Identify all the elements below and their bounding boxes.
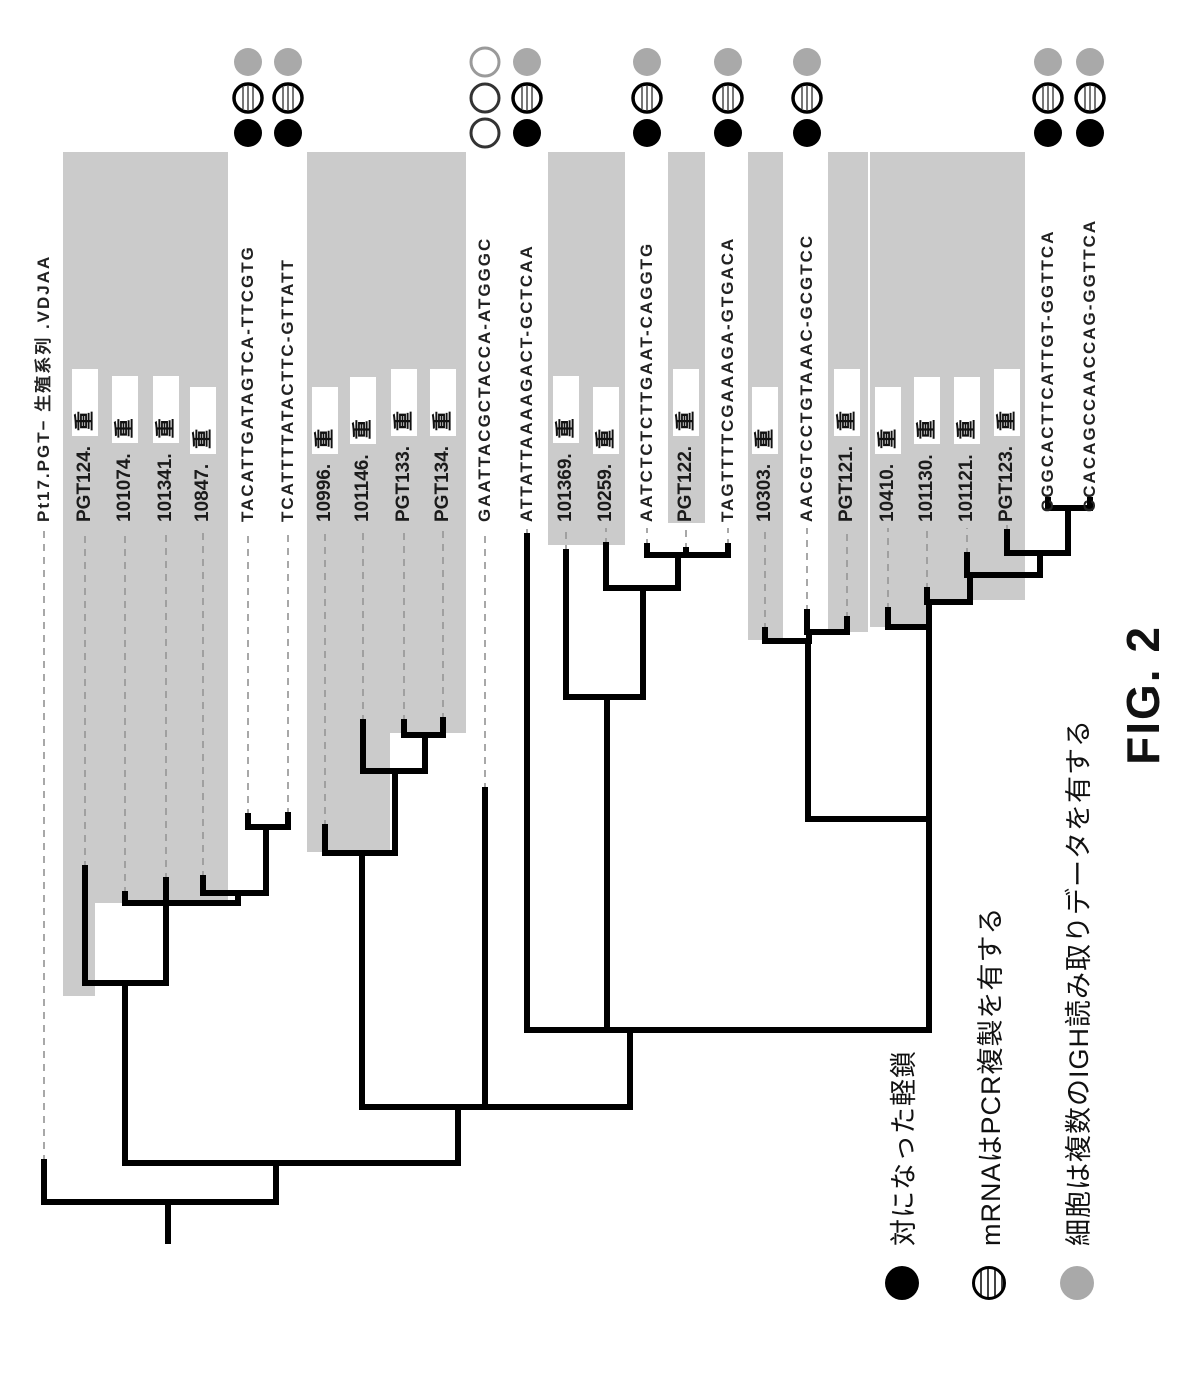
multiple-igh-dot <box>513 48 541 76</box>
leaf-101130: 101130.重 <box>913 377 941 522</box>
paired-light-chain-dot <box>714 119 742 147</box>
leaf-pgt122: PGT122.重 <box>672 368 700 522</box>
paired-light-chain-dot <box>274 119 302 147</box>
clade-bands <box>63 152 1025 996</box>
leaf-seq-aatctc: AATCTCTCTTGAAT-CAGGTG <box>637 241 656 522</box>
dots-cggcac <box>1032 48 1064 147</box>
leaf-seq-cggcac: CGGCACTTCATTGT-GGTTCA <box>1038 229 1057 512</box>
paired-light-chain-dot <box>1076 119 1104 147</box>
multiple-igh-dot <box>274 48 302 76</box>
gray-filled-dot-icon <box>1059 1266 1094 1300</box>
legend-item-pcr-replicate: mRNAはPCR複製を有する <box>969 906 1008 1300</box>
dots-attatt <box>511 48 543 147</box>
legend-item-multiple-igh-reads: 細胞は複数のIGH読み取りデータを有する <box>1057 719 1096 1300</box>
figure-caption: FIG. 2 <box>1117 625 1169 765</box>
multiple-igh-dot <box>234 48 262 76</box>
leaf-seq-aacgtc: AACGTCCTGTAAAC-GCGTCC <box>797 233 816 522</box>
leaf-pgt133: PGT133.重 <box>390 368 418 522</box>
band-10996-ext <box>307 152 390 852</box>
legend-label: mRNAはPCR複製を有する <box>976 906 1006 1246</box>
leaf-seq-ccacag: CCACAGCCAACCAG-GGTTCA <box>1080 218 1099 512</box>
heavy-chain-tag: 重 <box>111 376 138 444</box>
multiple-igh-dot-open <box>469 46 501 78</box>
leaf-pgt134: PGT134.重 <box>429 368 457 522</box>
leaf-10259: 10259.重 <box>592 386 620 522</box>
legend-label: 細胞は複数のIGH読み取りデータを有する <box>1064 718 1094 1246</box>
leaf-101146: 101146.重 <box>349 377 377 522</box>
paired-light-chain-dot <box>1034 119 1062 147</box>
legend-label: 対になった軽鎖 <box>889 1050 919 1246</box>
leaf-101341: 101341.重 <box>152 376 180 522</box>
multiple-igh-dot <box>1076 48 1104 76</box>
band-pgt124-clade <box>63 152 228 903</box>
dots-tacatt <box>232 48 264 147</box>
legend-item-paired-light-chain: 対になった軽鎖 <box>882 1050 921 1300</box>
leaf-10847: 10847.重 <box>189 386 217 522</box>
heavy-chain-tag: 重 <box>874 386 901 454</box>
band-pgt124-ext <box>63 152 95 996</box>
status-dot-matrix <box>232 46 1106 149</box>
heavy-chain-tag: 重 <box>913 377 940 445</box>
heavy-chain-tag: 重 <box>390 368 417 436</box>
heavy-chain-tag: 重 <box>429 368 456 436</box>
multiple-igh-dot <box>793 48 821 76</box>
leaf-pgt124: PGT124.重 <box>71 368 99 522</box>
leaf-seq-tagttt: TAGTTTTCGAAAGA-GTGACA <box>718 236 737 522</box>
paired-light-chain-dot <box>633 119 661 147</box>
leaf-10303: 10303.重 <box>751 386 779 522</box>
heavy-chain-tag: 重 <box>552 376 579 444</box>
heavy-chain-tag: 重 <box>833 368 860 436</box>
multiple-igh-dot <box>1034 48 1062 76</box>
leaf-pgt123: PGT123.重 <box>993 368 1021 522</box>
dots-aatctc <box>631 48 663 147</box>
dots-aacgtc <box>791 48 823 147</box>
heavy-chain-tag: 重 <box>71 368 98 436</box>
leaf-seq-tacatt: TACATTGATAGTCA-TTCGTG <box>238 245 257 522</box>
leaf-101369: 101369.重 <box>552 376 580 522</box>
multiple-igh-dot <box>714 48 742 76</box>
heavy-chain-tag: 重 <box>152 376 179 444</box>
leaf-seq-attatt: ATTATTAAAAGACT-GCTCAA <box>517 244 536 522</box>
leaf-seq-gaatta: GAATTACGCTACCA-ATGGGC <box>475 236 494 522</box>
heavy-chain-tag: 重 <box>672 368 699 436</box>
heavy-chain-tag: 重 <box>993 368 1020 436</box>
leaf-101121: 101121.重 <box>953 377 981 522</box>
heavy-chain-tag: 重 <box>953 377 980 445</box>
paired-light-chain-dot-open <box>469 117 501 149</box>
paired-light-chain-dot <box>793 119 821 147</box>
dots-tagttt <box>712 48 744 147</box>
paired-light-chain-dot <box>513 119 541 147</box>
leaf-germline: Pt17.PGT− 生殖系列 .VDJAA <box>34 254 53 522</box>
leaf-10410: 10410.重 <box>874 386 902 522</box>
leaf-pgt121: PGT121.重 <box>833 368 861 522</box>
dots-gaatta-open <box>469 46 501 149</box>
heavy-chain-tag: 重 <box>751 386 778 454</box>
black-filled-dot-icon <box>884 1266 919 1300</box>
leaf-dashed-lines <box>43 524 1008 1162</box>
striped-open-dot-icon <box>971 1266 1006 1300</box>
pcr-replicate-dot-open <box>469 82 501 114</box>
heavy-chain-tag: 重 <box>311 386 338 454</box>
paired-light-chain-dot <box>234 119 262 147</box>
dots-tcattt <box>272 48 304 147</box>
dots-ccacag <box>1074 48 1106 147</box>
heavy-chain-tag: 重 <box>349 377 376 445</box>
heavy-chain-tag: 重 <box>189 386 216 454</box>
leaf-seq-tcattt: TCATTTTATACTTC-GTTATT <box>278 258 297 522</box>
leaf-101074: 101074.重 <box>111 376 139 522</box>
tree-branches <box>41 497 1093 1244</box>
multiple-igh-dot <box>633 48 661 76</box>
leaf-10996: 10996.重 <box>311 386 339 522</box>
heavy-chain-tag: 重 <box>592 386 619 454</box>
